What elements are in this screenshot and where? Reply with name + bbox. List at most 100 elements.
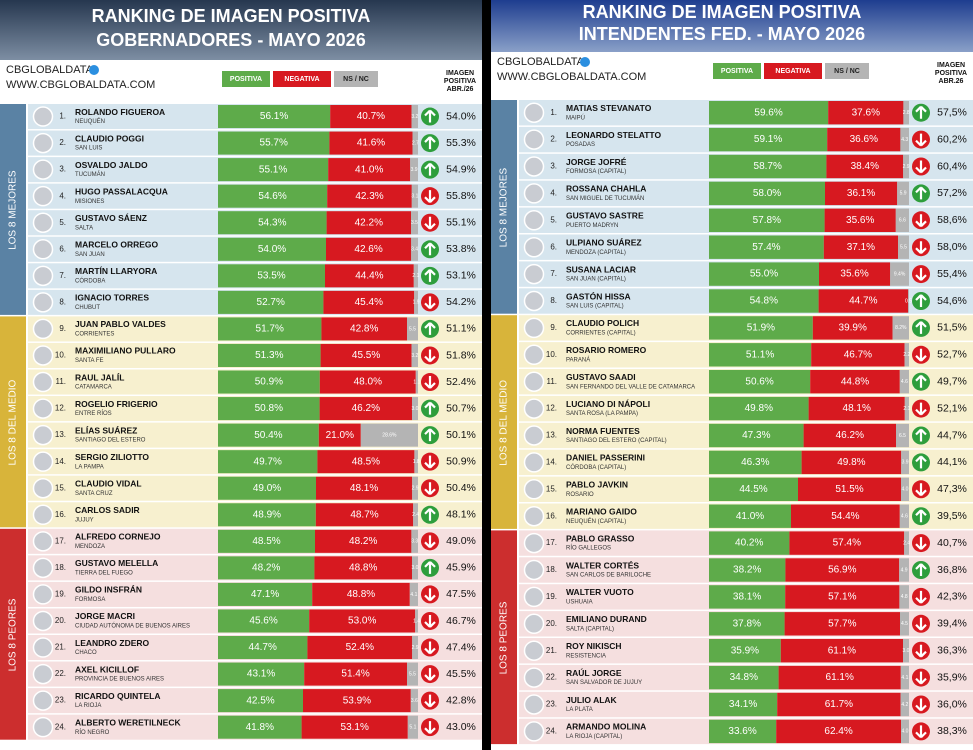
bar-label: 49.8%: [837, 457, 865, 468]
bar-label: 4.2: [901, 702, 908, 708]
bar-segment: [899, 558, 909, 582]
bar-segment: [407, 715, 418, 739]
group-label: LOS 8 DEL MEDIO: [499, 380, 510, 466]
prev-value: 44,1%: [937, 456, 967, 468]
photo: [523, 721, 545, 742]
bar-label: 44.7%: [249, 642, 277, 653]
bar-segment: [328, 158, 411, 182]
bar-segment: [411, 237, 418, 261]
prev-value: 60,4%: [937, 160, 967, 172]
bar-segment: [819, 262, 891, 286]
name: CLAUDIO POLICH: [566, 318, 639, 328]
bar-segment: [319, 370, 416, 394]
prev-value: 50.4%: [446, 482, 476, 494]
bar-label: 41.8%: [246, 722, 274, 733]
rank: 20.: [55, 616, 66, 625]
prev-value: 52.4%: [446, 376, 476, 388]
rank: 10.: [546, 350, 557, 359]
photo: [32, 557, 54, 579]
bar-segment: [896, 423, 909, 448]
trend-arrow: [424, 136, 436, 150]
bar-segment: [321, 317, 407, 341]
prev-value: 54.2%: [446, 296, 476, 308]
bar-label: 2.7: [412, 140, 419, 146]
bar-label: 9.4%: [894, 271, 906, 277]
bar-segment: [798, 477, 901, 501]
name: ROY NIKISCH: [566, 641, 622, 651]
place: RESISTENCIA: [566, 653, 606, 659]
trend-arrow: [424, 296, 436, 310]
bar-label: 54.8%: [750, 296, 778, 307]
trend-arrow: [915, 428, 927, 442]
bar-label: 8.2%: [895, 325, 907, 331]
bar-label: 52.4%: [346, 642, 374, 653]
bar-label: 3.0: [903, 648, 910, 654]
place: FORMOSA: [75, 597, 105, 603]
bar-label: 57.7%: [828, 618, 856, 629]
trend-arrow: [915, 698, 927, 712]
place: RÍO NEGRO: [75, 729, 110, 736]
bar-segment: [218, 450, 318, 474]
photo: [32, 531, 54, 552]
bar-segment: [826, 154, 904, 179]
trend-arrow: [424, 162, 436, 176]
name: MAXIMILIANO PULLARO: [75, 346, 176, 356]
legend-swatch: [764, 63, 822, 79]
rank: 17.: [55, 536, 66, 545]
bar-segment: [218, 184, 328, 208]
trend-arrow: [915, 671, 927, 685]
bar-segment: [301, 715, 408, 739]
bar-label: 5.5: [409, 326, 416, 332]
bar-label: 3.0: [412, 406, 419, 412]
bar-label: 59.1%: [754, 134, 782, 145]
trend-arrow: [915, 214, 927, 228]
bar-segment: [777, 692, 901, 717]
bar-label: 51.5%: [835, 484, 863, 495]
bar-segment: [810, 370, 900, 394]
place: PARANÁ: [566, 356, 590, 363]
bar-segment: [414, 290, 418, 314]
photo: [32, 477, 54, 499]
rank: 18.: [546, 565, 557, 574]
bar-label: 49.0%: [253, 483, 281, 494]
bar-segment: [315, 503, 414, 527]
bar-segment: [303, 689, 411, 713]
place: ENTRE RÍOS: [75, 410, 112, 417]
bar-label: 2.9: [412, 486, 419, 492]
bar-label: 42.2%: [355, 217, 383, 228]
bar-label: 56.1%: [260, 111, 288, 122]
place: SANTA ROSA (LA PAMPA): [566, 411, 638, 417]
bar-label: 44.4%: [355, 270, 383, 281]
bar-label: 35.9%: [731, 645, 759, 656]
bar-label: 48.9%: [253, 509, 281, 520]
trend-arrow: [915, 590, 927, 604]
bar-segment: [414, 450, 418, 474]
prev-value: 40,7%: [937, 537, 967, 549]
group-label: LOS 8 MEJORES: [8, 170, 19, 250]
bar-label: 48.7%: [350, 509, 378, 520]
name: SUSANA LACIAR: [566, 264, 636, 274]
place: SAN SALVADOR DE JUJUY: [566, 680, 642, 686]
bar-segment: [824, 208, 896, 232]
photo: [32, 690, 54, 711]
bar-label: 1.8: [413, 459, 420, 465]
photo: [32, 398, 54, 419]
name: CLAUDIO POGGI: [75, 133, 144, 143]
photo: [32, 716, 54, 738]
bar-segment: [218, 503, 316, 527]
rank: 12.: [546, 404, 557, 413]
bar-segment: [904, 343, 909, 367]
rank: 15.: [55, 483, 66, 492]
photo: [32, 185, 54, 207]
bar-label: 51.9%: [747, 323, 775, 334]
bar-segment: [218, 662, 305, 686]
trend-arrow: [915, 321, 927, 334]
bar-label: 51.7%: [256, 324, 284, 335]
bar-label: 4.0: [902, 487, 909, 493]
bar-label: 51.4%: [341, 669, 369, 680]
bar-label: 54.0%: [258, 244, 286, 255]
prev-header: ABR.26: [939, 78, 964, 85]
bar-label: 3.2: [411, 114, 418, 120]
place: MENDOZA (CAPITAL): [566, 250, 626, 256]
photo: [523, 290, 545, 312]
